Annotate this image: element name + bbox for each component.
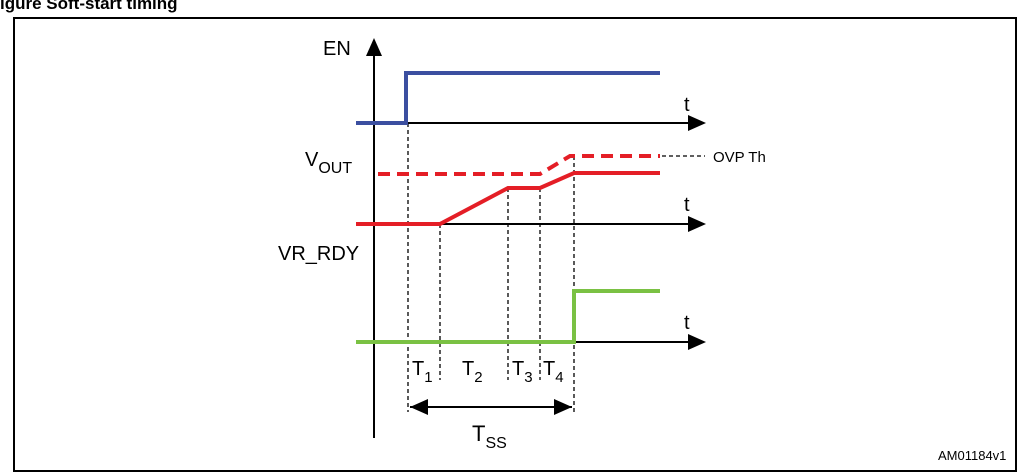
- tss-label: TSS: [472, 421, 507, 452]
- vout-time-axis-arrowhead: [688, 216, 706, 232]
- t4-label: T4: [543, 358, 564, 386]
- vr-rdy-time-axis-arrowhead: [688, 334, 706, 350]
- ovp-threshold-waveform: [378, 154, 660, 176]
- ovp-threshold-label: OVP Th: [713, 149, 766, 166]
- figure-title: igure Soft-start timing: [0, 0, 178, 13]
- t1-label: T1: [412, 358, 433, 386]
- figure-id: AM01184v1: [938, 448, 1006, 463]
- vr-rdy-label: VR_RDY: [278, 243, 359, 265]
- vertical-axis-arrowhead: [366, 38, 382, 56]
- vr-rdy-waveform: [356, 289, 660, 344]
- en-waveform: [356, 71, 660, 125]
- t2-label: T2: [462, 358, 483, 386]
- vout-waveform: [356, 171, 660, 226]
- vout-time-label: t: [684, 194, 690, 216]
- vout-label: VOUT: [305, 149, 352, 177]
- tss-left-arrowhead: [410, 399, 428, 415]
- vr-rdy-time-label: t: [684, 312, 690, 334]
- en-label: EN: [323, 38, 351, 60]
- en-time-axis-arrowhead: [688, 115, 706, 131]
- en-time-label: t: [684, 94, 690, 116]
- tss-right-arrowhead: [554, 399, 572, 415]
- t3-label: T3: [512, 358, 533, 386]
